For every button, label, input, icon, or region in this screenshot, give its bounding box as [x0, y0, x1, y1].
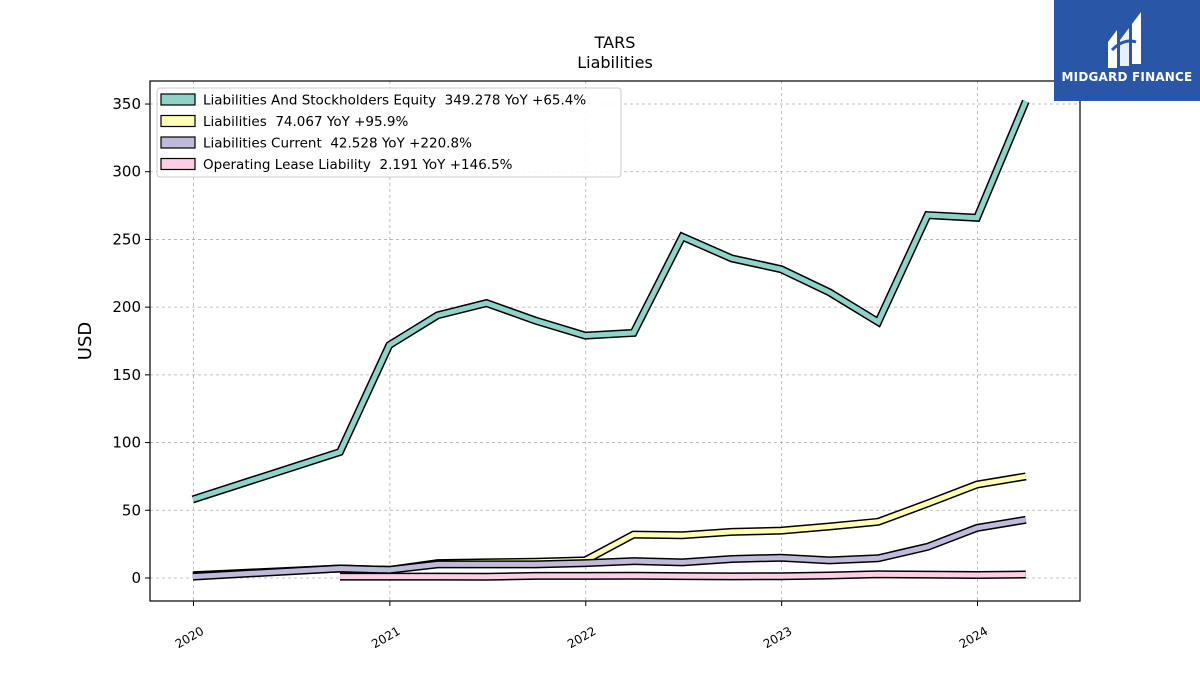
- x-tick-label: 2021: [369, 624, 402, 651]
- legend-box: [156, 87, 622, 178]
- x-tick-label: 2022: [565, 624, 598, 651]
- y-tick-label: 300: [112, 163, 141, 181]
- x-tick-label: 2024: [957, 624, 990, 651]
- chart-subtitle: Liabilities: [577, 53, 653, 72]
- y-tick-label: 250: [112, 230, 141, 248]
- y-tick-label: 200: [112, 298, 141, 316]
- legend-label: Liabilities Current 42.528 YoY +220.8%: [203, 136, 472, 152]
- x-tick-label: 2023: [761, 624, 794, 651]
- logo-mark-icon: [1108, 12, 1141, 68]
- series-2: [192, 515, 1027, 581]
- plot-series: [191, 99, 1030, 581]
- y-tick-label: 0: [131, 569, 141, 587]
- legend-label: Liabilities 74.067 YoY +95.9%: [203, 114, 408, 130]
- series-3: [340, 570, 1026, 581]
- legend-swatch: [160, 93, 196, 106]
- series-line: [340, 571, 1026, 580]
- legend-swatch: [160, 157, 196, 171]
- series-line: [192, 517, 1027, 580]
- y-tick-label: 150: [112, 366, 141, 384]
- legend-swatch: [160, 136, 196, 149]
- logo-text: MIDGARD FINANCE: [1061, 70, 1193, 84]
- y-tick-label: 100: [112, 434, 141, 452]
- series-line: [192, 100, 1029, 502]
- legend-label: Liabilities And Stockholders Equity 349.…: [203, 93, 586, 109]
- chart-title: TARS: [594, 33, 636, 52]
- brand-logo: MIDGARD FINANCE: [1054, 0, 1200, 101]
- legend-label: Operating Lease Liability 2.191 YoY +146…: [203, 157, 513, 173]
- legend-swatch: [160, 114, 196, 128]
- y-axis-label: USD: [75, 322, 96, 360]
- x-tick-label: 2020: [173, 624, 206, 651]
- series-0: [191, 99, 1030, 504]
- legend: Liabilities And Stockholders Equity 349.…: [156, 87, 622, 178]
- plot-frame: [149, 80, 1081, 602]
- y-tick-label: 350: [112, 95, 141, 113]
- y-tick-label: 50: [122, 501, 141, 519]
